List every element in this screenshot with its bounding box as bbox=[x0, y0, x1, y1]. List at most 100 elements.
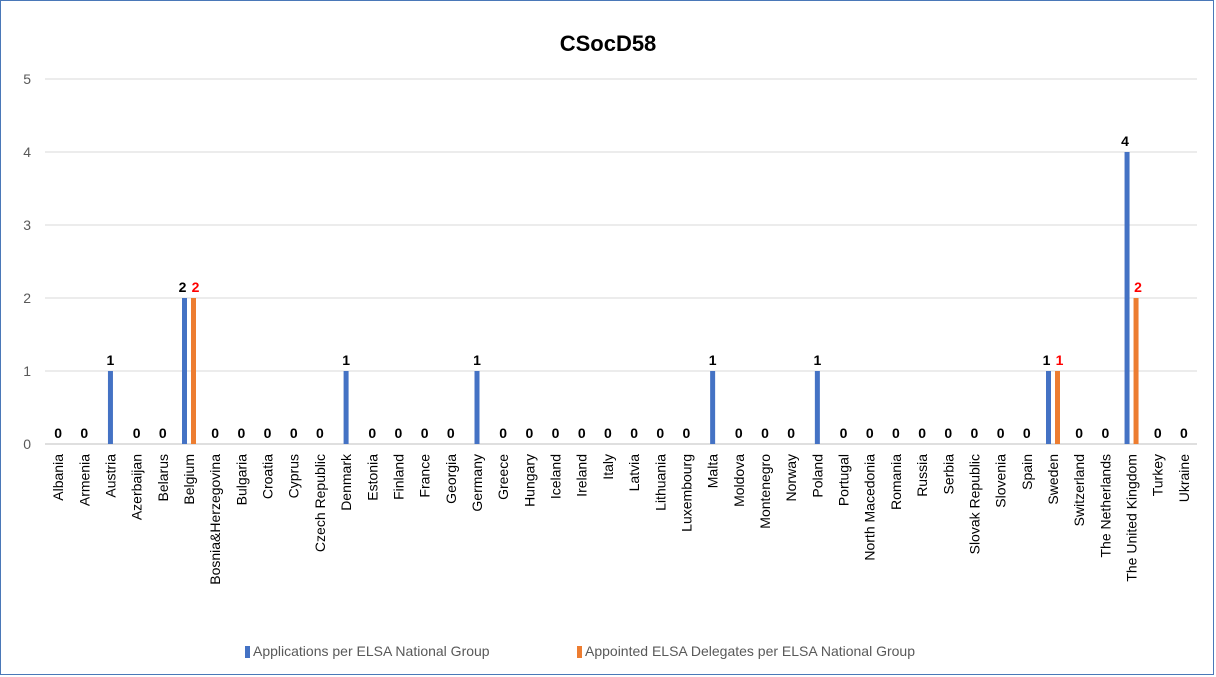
data-label-applications: 0 bbox=[264, 425, 272, 441]
x-tick-label: Turkey bbox=[1150, 454, 1166, 496]
bar-applications-25 bbox=[710, 371, 716, 444]
bar-applications-5 bbox=[182, 298, 187, 444]
x-tick-label: Latvia bbox=[626, 454, 642, 492]
data-label-applications: 0 bbox=[656, 425, 664, 441]
data-label-applications: 0 bbox=[735, 425, 743, 441]
data-label-applications: 0 bbox=[133, 425, 141, 441]
data-label-applications: 0 bbox=[997, 425, 1005, 441]
data-label-applications: 0 bbox=[421, 425, 429, 441]
x-tick-label: Norway bbox=[783, 454, 799, 501]
legend-label: Appointed ELSA Delegates per ELSA Nation… bbox=[585, 643, 915, 659]
data-label-applications: 0 bbox=[1180, 425, 1188, 441]
data-label-applications: 0 bbox=[787, 425, 795, 441]
x-tick-label: Hungary bbox=[521, 454, 537, 507]
x-tick-label: Croatia bbox=[260, 454, 276, 499]
x-tick-label: Azerbaijan bbox=[129, 454, 145, 520]
data-label-applications: 0 bbox=[578, 425, 586, 441]
data-label-delegates: 2 bbox=[1134, 279, 1142, 295]
data-label-applications: 1 bbox=[107, 352, 115, 368]
data-label-applications: 0 bbox=[840, 425, 848, 441]
x-tick-label: Slovak Republic bbox=[966, 454, 982, 554]
data-label-applications: 0 bbox=[1154, 425, 1162, 441]
data-label-applications: 1 bbox=[813, 352, 821, 368]
data-label-applications: 0 bbox=[1101, 425, 1109, 441]
bar-applications-11 bbox=[343, 371, 349, 444]
bar-delegates-38 bbox=[1055, 371, 1060, 444]
x-tick-label: Moldova bbox=[731, 454, 747, 507]
data-label-applications: 4 bbox=[1121, 133, 1129, 149]
x-tick-label: France bbox=[417, 454, 433, 498]
data-label-applications: 0 bbox=[944, 425, 952, 441]
data-label-applications: 0 bbox=[290, 425, 298, 441]
x-tick-label: Cyprus bbox=[286, 454, 302, 498]
data-label-applications: 0 bbox=[971, 425, 979, 441]
x-tick-label: Albania bbox=[50, 454, 66, 501]
x-tick-label: Slovenia bbox=[993, 454, 1009, 508]
x-tick-label: Poland bbox=[809, 454, 825, 498]
y-tick-label: 5 bbox=[23, 71, 31, 87]
data-label-delegates: 2 bbox=[192, 279, 200, 295]
data-label-delegates: 1 bbox=[1056, 352, 1064, 368]
x-tick-label: Germany bbox=[469, 454, 485, 512]
x-tick-label: Armenia bbox=[76, 454, 92, 506]
x-tick-label: Montenegro bbox=[757, 454, 773, 529]
data-label-applications: 0 bbox=[395, 425, 403, 441]
data-label-applications: 0 bbox=[1023, 425, 1031, 441]
data-label-applications: 0 bbox=[447, 425, 455, 441]
data-label-applications: 1 bbox=[1043, 352, 1051, 368]
data-label-applications: 0 bbox=[1075, 425, 1083, 441]
bar-applications-41 bbox=[1124, 152, 1130, 444]
data-label-applications: 1 bbox=[473, 352, 481, 368]
x-tick-label: Estonia bbox=[364, 454, 380, 501]
y-tick-label: 2 bbox=[23, 290, 31, 306]
bar-delegates-5 bbox=[191, 298, 196, 444]
data-label-applications: 2 bbox=[179, 279, 187, 295]
x-tick-label: Sweden bbox=[1045, 454, 1061, 505]
data-label-applications: 0 bbox=[368, 425, 376, 441]
x-tick-label: The Netherlands bbox=[1097, 454, 1113, 558]
y-tick-label: 3 bbox=[23, 217, 31, 233]
x-tick-label: North Macedonia bbox=[862, 454, 878, 561]
data-label-applications: 0 bbox=[499, 425, 507, 441]
x-tick-label: Lithuania bbox=[652, 454, 668, 511]
x-tick-label: Romania bbox=[888, 454, 904, 510]
data-labels: 0 010 02 20 0 0 0 010 0 0 010 0 0 0 0 0 0 010 0 010 0 0 0 0 0 0 01… bbox=[54, 133, 1188, 441]
x-tick-label: Iceland bbox=[548, 454, 564, 499]
x-tick-label: Russia bbox=[914, 454, 930, 497]
x-axis-ticks: Albania Armenia Austria Azerbaijan Belarus Be… bbox=[50, 453, 1192, 585]
data-label-applications: 0 bbox=[630, 425, 638, 441]
data-label-applications: 0 bbox=[604, 425, 612, 441]
bar-applications-29 bbox=[814, 371, 820, 444]
data-label-applications: 0 bbox=[866, 425, 874, 441]
bar-delegates-41 bbox=[1133, 298, 1139, 444]
x-tick-label: The United Kingdom bbox=[1124, 454, 1140, 582]
data-label-applications: 1 bbox=[709, 352, 717, 368]
chart-title: CSocD58 bbox=[560, 31, 657, 56]
x-tick-label: Serbia bbox=[940, 454, 956, 495]
x-tick-label: Ukraine bbox=[1176, 454, 1192, 502]
data-label-applications: 0 bbox=[80, 425, 88, 441]
x-tick-label: Switzerland bbox=[1071, 454, 1087, 526]
data-label-applications: 0 bbox=[316, 425, 324, 441]
x-tick-label: Italy bbox=[600, 454, 616, 480]
data-label-applications: 1 bbox=[342, 352, 350, 368]
x-tick-label: Belgium bbox=[181, 454, 197, 505]
x-tick-label: Austria bbox=[102, 454, 118, 498]
data-label-applications: 0 bbox=[237, 425, 245, 441]
x-tick-label: Bosnia&Herzegovina bbox=[207, 454, 223, 585]
x-tick-label: Bulgaria bbox=[233, 454, 249, 506]
legend-swatch-0 bbox=[245, 646, 250, 658]
bars bbox=[107, 152, 1139, 444]
bar-applications-16 bbox=[474, 371, 480, 444]
data-label-applications: 0 bbox=[761, 425, 769, 441]
x-tick-label: Czech Republic bbox=[312, 454, 328, 552]
y-axis-ticks: 0 1 2 3 4 5 bbox=[23, 71, 31, 452]
legend: Applications per ELSA National Group Appo… bbox=[245, 643, 915, 659]
data-label-applications: 0 bbox=[159, 425, 167, 441]
gridlines bbox=[45, 78, 1197, 445]
legend-label: Applications per ELSA National Group bbox=[253, 643, 490, 659]
x-tick-label: Georgia bbox=[443, 454, 459, 504]
x-tick-label: Belarus bbox=[155, 454, 171, 501]
